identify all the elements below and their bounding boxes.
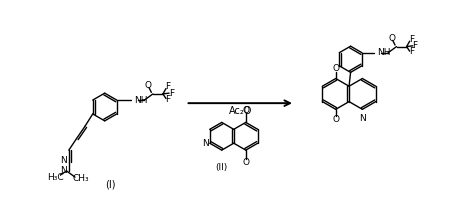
Text: O: O [242,158,249,167]
Text: N: N [60,166,66,175]
Text: H₃C: H₃C [47,173,63,182]
Text: N: N [359,114,366,123]
Text: O: O [389,34,396,43]
Text: O: O [145,81,152,90]
Text: O: O [242,106,249,115]
Text: Ac₂O: Ac₂O [228,106,252,116]
Text: F: F [409,35,414,44]
Text: O: O [332,115,339,124]
Text: N: N [203,139,209,148]
Text: F: F [169,89,174,98]
Text: NH: NH [134,95,147,105]
Text: F: F [409,48,414,56]
Text: F: F [413,41,418,50]
Text: N: N [60,156,66,165]
Text: O: O [332,64,339,73]
Text: NH: NH [377,48,391,57]
Text: F: F [165,95,170,104]
Text: CH₃: CH₃ [73,174,89,183]
Text: (II): (II) [216,163,228,172]
Text: F: F [165,82,170,92]
Text: (I): (I) [105,180,115,190]
